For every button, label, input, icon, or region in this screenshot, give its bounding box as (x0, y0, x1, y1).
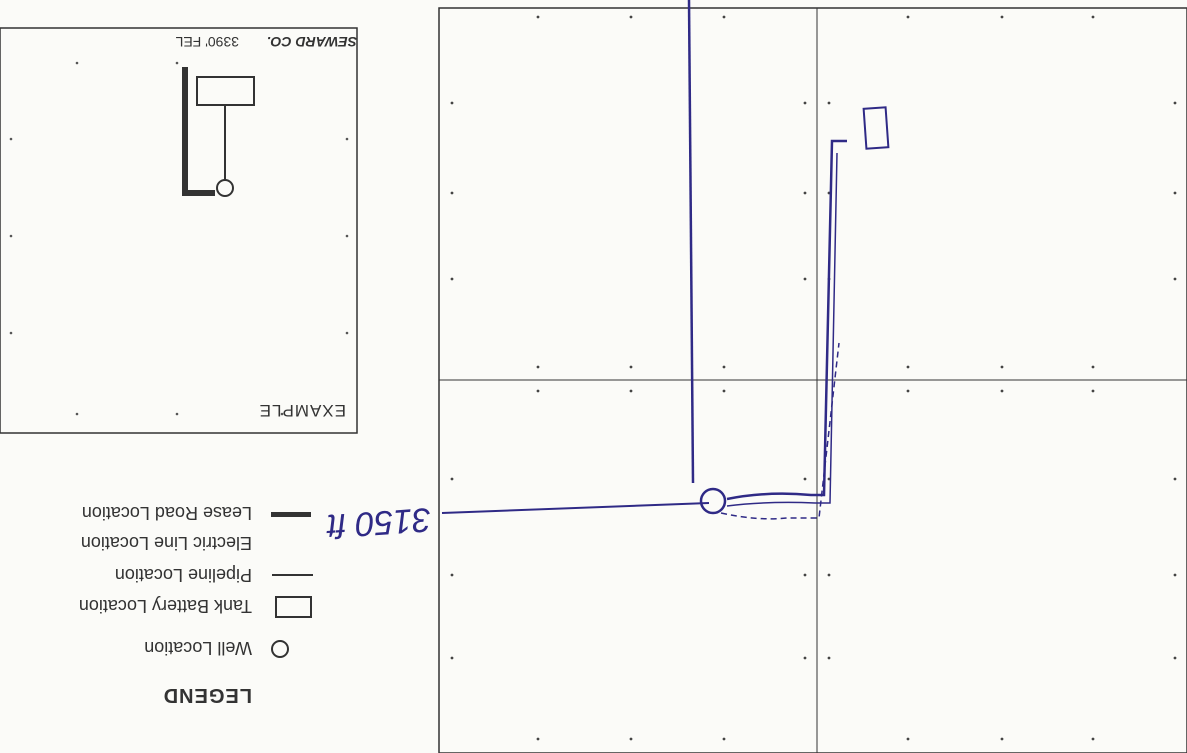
example-title: EXAMPLE (259, 401, 346, 420)
grid-dots (450, 15, 1177, 741)
legend: LEGEND Well Location Tank Battery Locati… (79, 503, 313, 706)
handwritten-markup: 3150 ft (324, 0, 890, 545)
lease-road-icon (271, 512, 311, 517)
example-frame (0, 27, 358, 434)
well-location-icon (699, 487, 727, 515)
legend-item-label: Well Location (144, 638, 252, 658)
well-location-icon (271, 640, 289, 658)
example-tank-battery-icon (196, 76, 255, 106)
example-well-icon (216, 179, 234, 197)
tank-battery-icon (275, 596, 312, 618)
footage-dimension-line (441, 502, 710, 514)
section-grid (438, 7, 1187, 753)
example-lease-road (182, 67, 215, 196)
legend-item-label: Tank Battery Location (79, 596, 252, 616)
pipeline-route-secondary (726, 152, 838, 507)
county-label: SEWARD CO. (267, 34, 357, 50)
footage-label: 3390' FEL (175, 34, 239, 50)
pipeline-route (726, 139, 847, 501)
legend-item-label: Pipeline Location (115, 565, 252, 585)
electric-line-route (720, 342, 840, 520)
legend-item-label: Electric Line Location (81, 533, 252, 553)
legend-item-label: Lease Road Location (82, 503, 252, 523)
handwritten-footage: 3150 ft (324, 500, 432, 545)
legend-title: LEGEND (163, 684, 252, 706)
tank-battery-icon (862, 106, 890, 150)
lease-road-route (687, 0, 695, 484)
example-box: EXAMPLE SEWARD CO. 3390' FEL (0, 27, 358, 434)
